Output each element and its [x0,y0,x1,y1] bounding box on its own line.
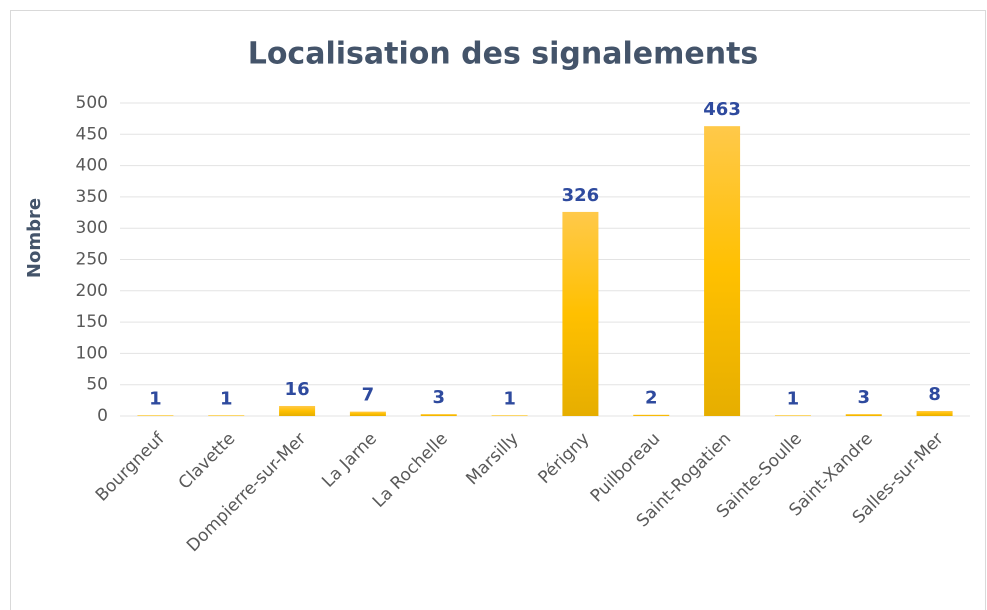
y-tick-label: 50 [86,375,108,395]
value-label: 1 [149,388,162,409]
value-label: 8 [928,384,941,405]
bar [562,211,599,416]
y-tick-label: 500 [76,93,108,113]
bar [633,414,670,416]
value-label: 463 [703,99,741,120]
chart-title: Localisation des signalements [248,37,759,72]
value-label: 3 [857,387,870,408]
y-tick-label: 400 [76,156,108,176]
bar [704,126,741,417]
bar [349,411,386,416]
chart-border [10,10,986,610]
y-tick-label: 250 [76,250,108,270]
y-tick-label: 350 [76,187,108,207]
value-label: 3 [432,387,445,408]
bar [279,405,316,416]
value-label: 326 [562,185,600,206]
y-tick-label: 0 [97,406,108,426]
value-label: 1 [503,388,516,409]
bar [491,415,528,416]
y-tick-label: 300 [76,218,108,238]
y-tick-label: 150 [76,312,108,332]
value-label: 7 [362,385,375,406]
bar [420,414,457,416]
y-tick-label: 200 [76,281,108,301]
y-axis-label: Nombre [24,198,45,278]
value-label: 2 [645,388,658,409]
value-label: 16 [285,379,310,400]
bar [137,415,174,416]
y-tick-label: 450 [76,124,108,144]
bar [208,415,245,416]
value-label: 1 [787,388,800,409]
bar [845,414,882,416]
bar [916,410,953,416]
y-tick-label: 100 [76,343,108,363]
bar [774,415,811,416]
value-label: 1 [220,388,233,409]
